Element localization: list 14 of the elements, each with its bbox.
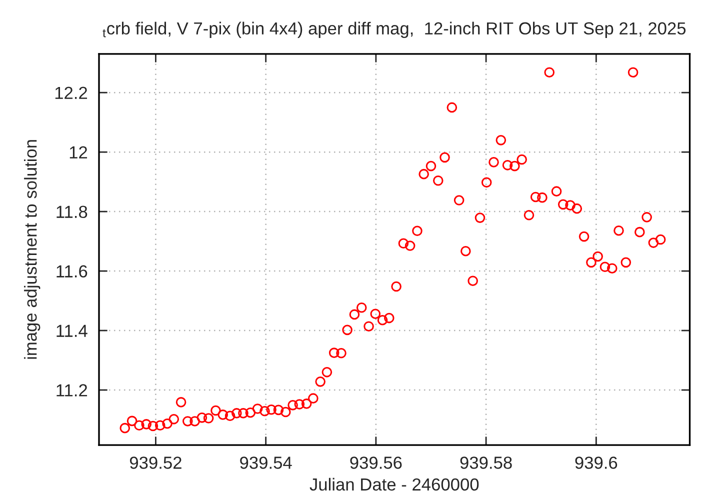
x-axis-title: Julian Date - 2460000 [310,478,479,491]
x-tick-label: 939.56 [350,456,402,469]
x-tick-label: 939.54 [240,456,292,469]
y-tick-label: 12 [70,146,88,158]
x-tick-label: 939.52 [130,456,182,469]
y-axis-title: image adjustment to solution [24,140,40,359]
y-tick-label: 11.8 [56,206,88,218]
y-tick-label: 12.2 [55,86,88,99]
x-tick-label: 939.6 [575,456,618,469]
y-tick-label: 11.2 [56,384,88,396]
x-tick-label: 939.58 [460,456,512,469]
chart-title: $_{t}$crb field, V 7-pix (bin 4x4) aper diff mag, 12-inch RIT Obs UT Sep 21, 2025 [102,22,686,38]
y-tick-label: 11.4 [56,324,88,337]
y-tick-label: 11.6 [56,265,88,278]
